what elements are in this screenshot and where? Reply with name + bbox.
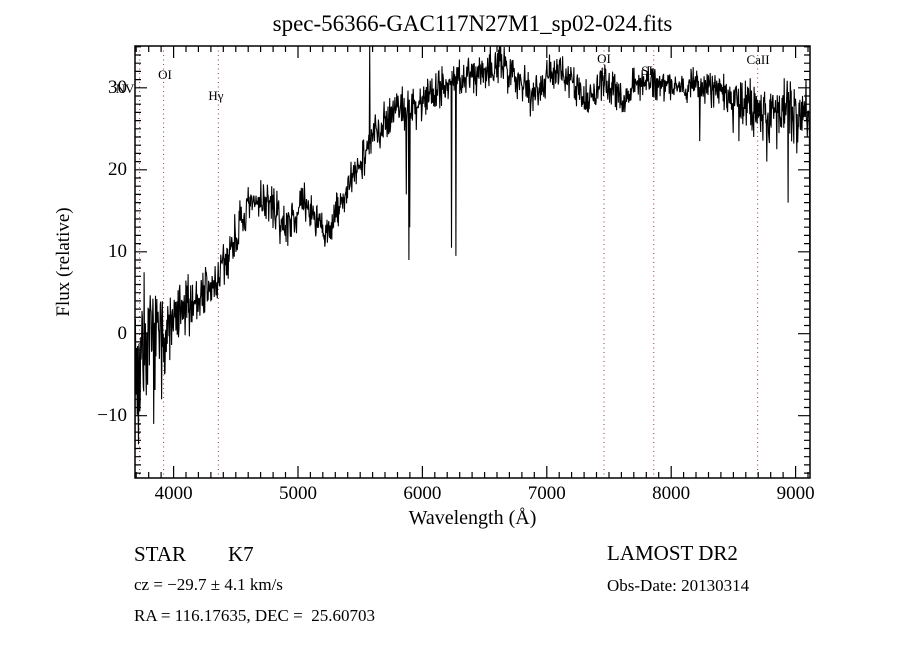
axis-ticks [135, 46, 810, 478]
x-axis-label: Wavelength (Å) [408, 507, 537, 529]
line-label-Hγ: Hγ [208, 88, 223, 103]
x-tick-label: 6000 [403, 483, 442, 504]
y-tick-label: −10 [97, 404, 127, 426]
y-tick-label: 30 [108, 76, 127, 98]
x-tick-label: 7000 [527, 483, 566, 504]
survey-label: LAMOST DR2 [607, 541, 738, 565]
line-label-OI: OI [158, 67, 172, 82]
x-tick-label: 4000 [154, 483, 193, 504]
object-class-label: STAR K7 [134, 542, 254, 566]
x-tick-label: 8000 [652, 483, 691, 504]
plot-title: spec-56366-GAC117N27M1_sp02-024.fits [272, 11, 673, 36]
plot-frame [134, 45, 811, 479]
y-tick-label: 10 [108, 240, 127, 262]
coordinates-label: RA = 116.17635, DEC = 25.60703 [134, 606, 375, 625]
line-label-SI: SI [641, 63, 653, 78]
spectrum-trace [134, 45, 811, 450]
line-label-CaII: CaII [746, 52, 769, 67]
line-label-NV: NV [116, 81, 135, 96]
x-tick-label: 9000 [776, 483, 815, 504]
obs-date-label: Obs-Date: 20130314 [607, 576, 750, 595]
line-label-OI: OI [597, 51, 611, 66]
y-tick-label: 20 [108, 158, 127, 180]
radial-velocity-label: cz = −29.7 ± 4.1 km/s [134, 575, 283, 594]
x-tick-label: 5000 [278, 483, 317, 504]
y-tick-label: 0 [117, 322, 128, 344]
